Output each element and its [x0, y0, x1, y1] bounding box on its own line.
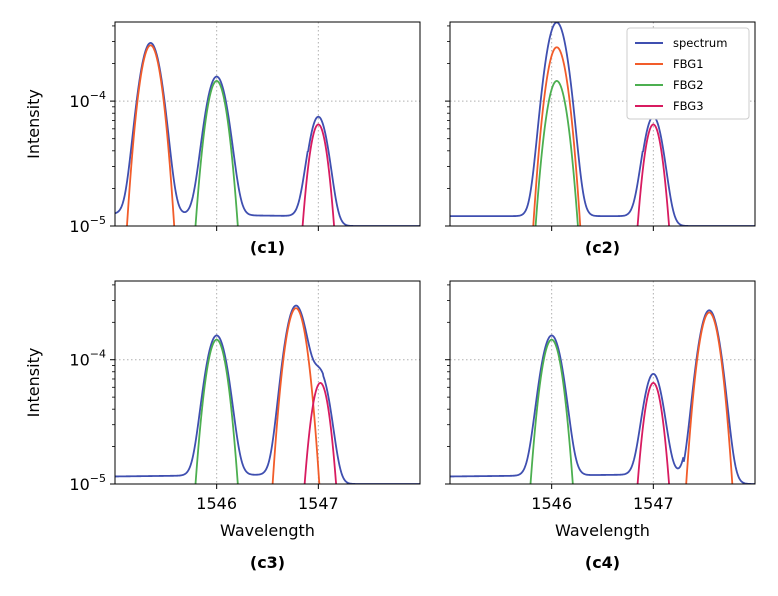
series-fbg3: [636, 382, 670, 484]
x-tick-label: 1547: [633, 494, 674, 513]
chart-panel-4: 1546 1547 Wavelength (c4): [445, 280, 756, 572]
series-spectrum: [115, 304, 420, 484]
y-tick-label: 10−4: [69, 89, 106, 111]
y-tick-label: 10−5: [69, 214, 106, 236]
legend-entry: FBG3: [673, 99, 704, 113]
series-fbg3: [301, 123, 335, 226]
x-axis-label: Wavelength: [220, 521, 315, 540]
series-fbg1: [685, 311, 734, 484]
series-fbg3: [303, 382, 338, 484]
x-axis-label: Wavelength: [555, 521, 650, 540]
series-fbg1: [126, 44, 176, 226]
series-spectrum: [450, 22, 755, 226]
chart-panel-2: (c2) spectrum FBG1 FBG2 FBG3: [445, 21, 756, 257]
plot-frame: [449, 21, 756, 227]
panel-label: (c4): [585, 553, 620, 572]
series-fbg3: [636, 123, 670, 226]
chart-panel-1: 10−5 10−4 Intensity (c1): [24, 21, 421, 257]
legend-entry: FBG2: [673, 78, 704, 92]
series-spectrum: [115, 42, 420, 226]
panel-label: (c1): [250, 238, 285, 257]
legend-entry: FBG1: [673, 57, 704, 71]
series-fbg2: [194, 80, 239, 226]
series-fbg2: [529, 338, 574, 484]
legend-box: [626, 27, 750, 120]
x-tick-label: 1546: [196, 494, 237, 513]
legend-entry: spectrum: [673, 36, 727, 50]
y-axis-label: Intensity: [24, 348, 43, 418]
y-tick-label: 10−5: [69, 472, 106, 494]
series-fbg2: [194, 338, 239, 484]
series-fbg1: [532, 46, 582, 226]
panel-label: (c2): [585, 238, 620, 257]
plot-frame: [114, 21, 421, 227]
series-fbg1: [271, 307, 321, 484]
y-axis-label: Intensity: [24, 89, 43, 159]
panel-label: (c3): [250, 553, 285, 572]
legend: spectrum FBG1 FBG2 FBG3: [626, 27, 750, 120]
series-spectrum: [450, 309, 755, 484]
x-tick-label: 1547: [298, 494, 339, 513]
y-tick-label: 10−4: [69, 348, 106, 370]
chart-panel-3: 1546 1547 10−5 10−4 Intensity Wavelength (c3): [24, 280, 421, 572]
plot-frame: [114, 280, 421, 485]
x-tick-label: 1546: [531, 494, 572, 513]
series-fbg2: [534, 80, 579, 226]
plot-frame: [449, 280, 756, 485]
